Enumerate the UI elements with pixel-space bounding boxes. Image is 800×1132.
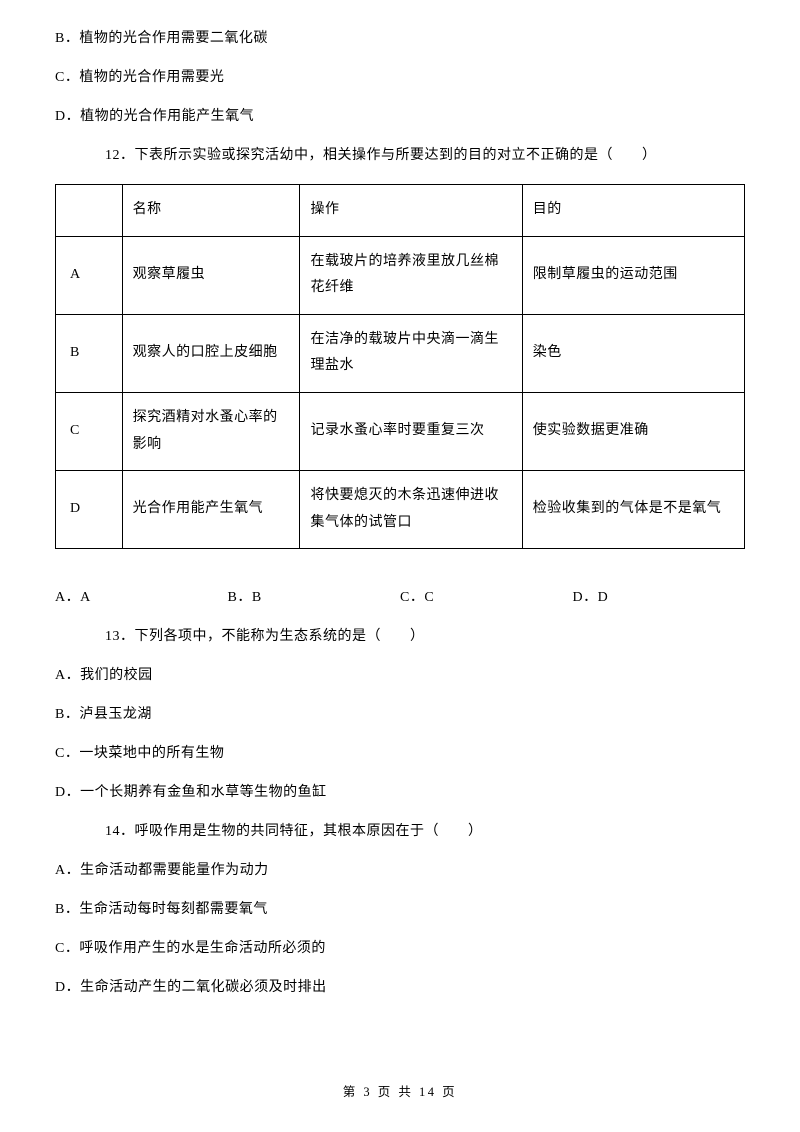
- table-row: D 光合作用能产生氧气 将快要熄灭的木条迅速伸进收集气体的试管口 检验收集到的气…: [56, 471, 745, 549]
- page-footer: 第 3 页 共 14 页: [0, 1083, 800, 1102]
- q14-option-c: C．呼吸作用产生的水是生命活动所必须的: [55, 938, 745, 959]
- header-cell: 名称: [122, 185, 300, 237]
- table-cell: 染色: [522, 314, 744, 392]
- table-cell: 观察人的口腔上皮细胞: [122, 314, 300, 392]
- question-13: 13．下列各项中，不能称为生态系统的是（ ）: [55, 626, 745, 647]
- table-cell: 光合作用能产生氧气: [122, 471, 300, 549]
- table-row: B 观察人的口腔上皮细胞 在洁净的载玻片中央滴一滴生理盐水 染色: [56, 314, 745, 392]
- table-cell: 观察草履虫: [122, 236, 300, 314]
- q14-option-a: A．生命活动都需要能量作为动力: [55, 860, 745, 881]
- q12-answers: A．A B．B C．C D．D: [55, 587, 745, 608]
- table-row: C 探究酒精对水蚤心率的影响 记录水蚤心率时要重复三次 使实验数据更准确: [56, 392, 745, 470]
- header-cell: [56, 185, 123, 237]
- experiment-table: 名称 操作 目的 A 观察草履虫 在载玻片的培养液里放几丝棉花纤维 限制草履虫的…: [55, 184, 745, 549]
- table-cell: 将快要熄灭的木条迅速伸进收集气体的试管口: [300, 471, 522, 549]
- option-d: D．植物的光合作用能产生氧气: [55, 106, 745, 127]
- answer-a: A．A: [55, 587, 228, 608]
- table-cell: A: [56, 236, 123, 314]
- table-cell: 使实验数据更准确: [522, 392, 744, 470]
- table-cell: 检验收集到的气体是不是氧气: [522, 471, 744, 549]
- q14-option-b: B．生命活动每时每刻都需要氧气: [55, 899, 745, 920]
- answer-d: D．D: [573, 587, 746, 608]
- table-cell: C: [56, 392, 123, 470]
- q13-option-c: C．一块菜地中的所有生物: [55, 743, 745, 764]
- option-c: C．植物的光合作用需要光: [55, 67, 745, 88]
- q13-option-d: D．一个长期养有金鱼和水草等生物的鱼缸: [55, 782, 745, 803]
- question-12: 12．下表所示实验或探究活幼中，相关操作与所要达到的目的对立不正确的是（ ）: [55, 145, 745, 166]
- header-cell: 目的: [522, 185, 744, 237]
- header-cell: 操作: [300, 185, 522, 237]
- table-cell: 探究酒精对水蚤心率的影响: [122, 392, 300, 470]
- q13-option-b: B．泸县玉龙湖: [55, 704, 745, 725]
- answer-b: B．B: [228, 587, 401, 608]
- table-cell: 记录水蚤心率时要重复三次: [300, 392, 522, 470]
- answer-c: C．C: [400, 587, 573, 608]
- table-cell: D: [56, 471, 123, 549]
- table-cell: 在洁净的载玻片中央滴一滴生理盐水: [300, 314, 522, 392]
- q13-option-a: A．我们的校园: [55, 665, 745, 686]
- option-b: B．植物的光合作用需要二氧化碳: [55, 28, 745, 49]
- table-cell: B: [56, 314, 123, 392]
- table-row: A 观察草履虫 在载玻片的培养液里放几丝棉花纤维 限制草履虫的运动范围: [56, 236, 745, 314]
- table-header-row: 名称 操作 目的: [56, 185, 745, 237]
- table-cell: 限制草履虫的运动范围: [522, 236, 744, 314]
- q14-option-d: D．生命活动产生的二氧化碳必须及时排出: [55, 977, 745, 998]
- question-14: 14．呼吸作用是生物的共同特征，其根本原因在于（ ）: [55, 821, 745, 842]
- table-cell: 在载玻片的培养液里放几丝棉花纤维: [300, 236, 522, 314]
